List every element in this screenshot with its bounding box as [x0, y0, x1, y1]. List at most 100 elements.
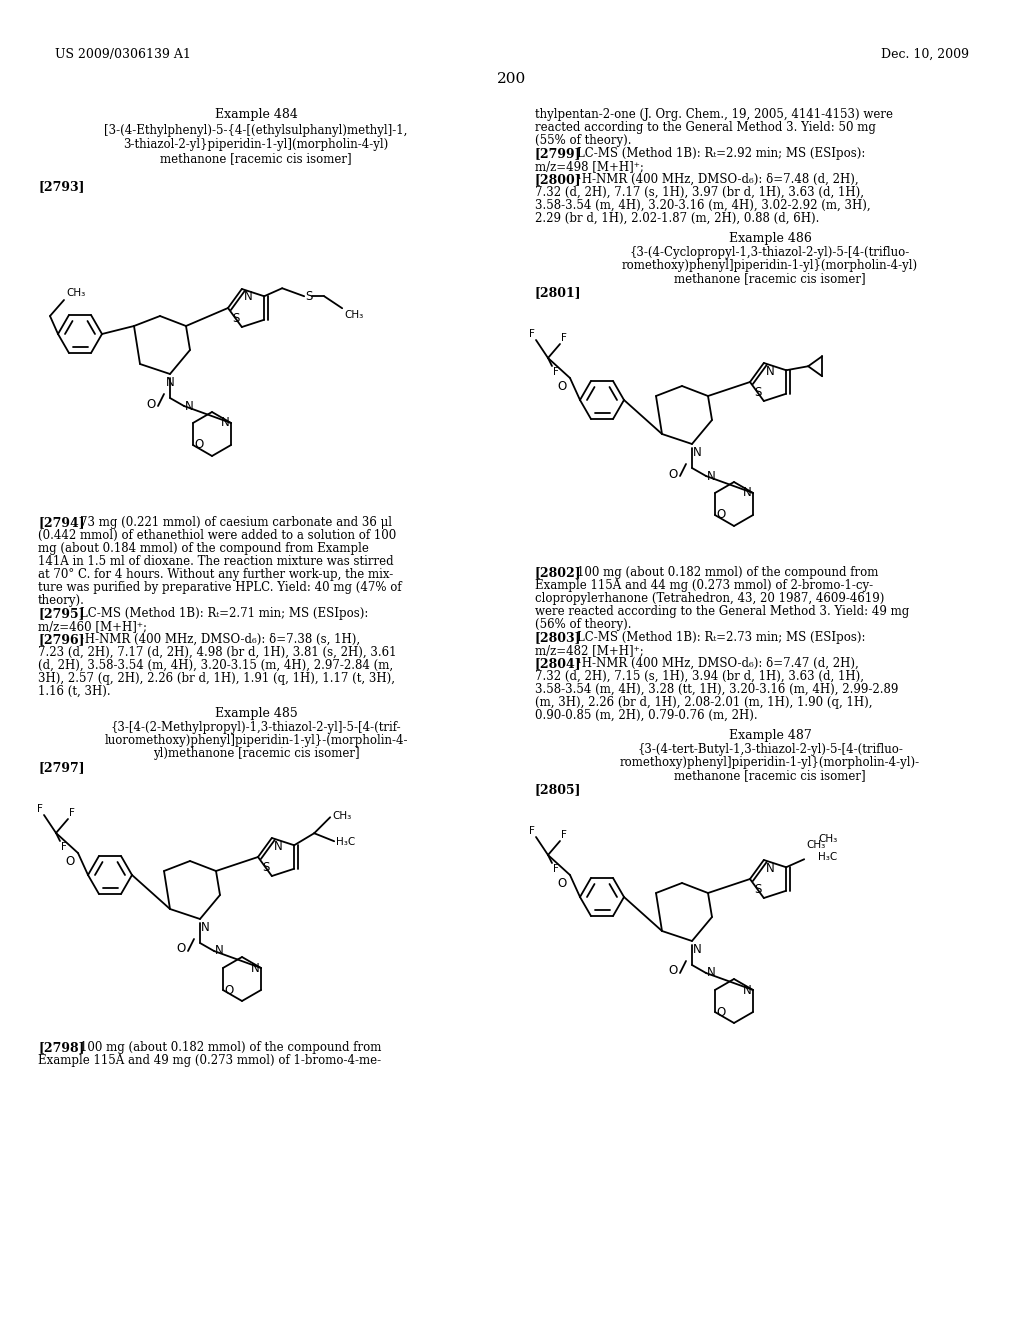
Text: CH₃: CH₃	[332, 812, 351, 821]
Text: N: N	[693, 446, 701, 459]
Text: O: O	[146, 397, 156, 411]
Text: N: N	[201, 921, 210, 935]
Text: yl)methanone [racemic cis isomer]: yl)methanone [racemic cis isomer]	[153, 747, 359, 760]
Text: ture was purified by preparative HPLC. Yield: 40 mg (47% of: ture was purified by preparative HPLC. Y…	[38, 581, 401, 594]
Text: romethoxy)phenyl]piperidin-1-yl}(morpholin-4-yl): romethoxy)phenyl]piperidin-1-yl}(morphol…	[622, 259, 919, 272]
Text: [2794]: [2794]	[38, 516, 85, 529]
Text: [2797]: [2797]	[38, 762, 85, 774]
Text: US 2009/0306139 A1: US 2009/0306139 A1	[55, 48, 190, 61]
Text: N: N	[707, 470, 716, 483]
Text: (m, 3H), 2.26 (br d, 1H), 2.08-2.01 (m, 1H), 1.90 (q, 1H),: (m, 3H), 2.26 (br d, 1H), 2.08-2.01 (m, …	[535, 696, 872, 709]
Text: N: N	[693, 942, 701, 956]
Text: [2799]: [2799]	[535, 147, 582, 160]
Text: S: S	[755, 385, 762, 399]
Text: theory).: theory).	[38, 594, 85, 607]
Text: O: O	[558, 876, 567, 890]
Text: CH₃: CH₃	[66, 288, 85, 298]
Text: [2803]: [2803]	[535, 631, 582, 644]
Text: F: F	[37, 804, 43, 814]
Text: 73 mg (0.221 mmol) of caesium carbonate and 36 μl: 73 mg (0.221 mmol) of caesium carbonate …	[80, 516, 392, 529]
Text: Example 487: Example 487	[729, 729, 811, 742]
Text: Example 485: Example 485	[215, 708, 297, 719]
Text: O: O	[224, 983, 233, 997]
Text: 7.32 (d, 2H), 7.17 (s, 1H), 3.97 (br d, 1H), 3.63 (d, 1H),: 7.32 (d, 2H), 7.17 (s, 1H), 3.97 (br d, …	[535, 186, 864, 199]
Text: 3.58-3.54 (m, 4H), 3.20-3.16 (m, 4H), 3.02-2.92 (m, 3H),: 3.58-3.54 (m, 4H), 3.20-3.16 (m, 4H), 3.…	[535, 199, 870, 213]
Text: [3-(4-Ethylphenyl)-5-{4-[(ethylsulphanyl)methyl]-1,: [3-(4-Ethylphenyl)-5-{4-[(ethylsulphanyl…	[104, 124, 408, 137]
Text: 7.23 (d, 2H), 7.17 (d, 2H), 4.98 (br d, 1H), 3.81 (s, 2H), 3.61: 7.23 (d, 2H), 7.17 (d, 2H), 4.98 (br d, …	[38, 645, 396, 659]
Text: (55% of theory).: (55% of theory).	[535, 135, 632, 147]
Text: LC-MS (Method 1B): Rₜ=2.73 min; MS (ESIpos):: LC-MS (Method 1B): Rₜ=2.73 min; MS (ESIp…	[577, 631, 865, 644]
Text: m/z=498 [M+H]⁺;: m/z=498 [M+H]⁺;	[535, 160, 644, 173]
Text: at 70° C. for 4 hours. Without any further work-up, the mix-: at 70° C. for 4 hours. Without any furth…	[38, 568, 393, 581]
Text: CH₃: CH₃	[806, 841, 825, 850]
Text: O: O	[194, 438, 203, 451]
Text: H₃C: H₃C	[818, 853, 838, 862]
Text: 200: 200	[498, 73, 526, 86]
Text: m/z=482 [M+H]⁺;: m/z=482 [M+H]⁺;	[535, 644, 644, 657]
Text: luoromethoxy)phenyl]piperidin-1-yl}-(morpholin-4-: luoromethoxy)phenyl]piperidin-1-yl}-(mor…	[104, 734, 408, 747]
Text: H₃C: H₃C	[336, 837, 355, 847]
Text: 3-thiazol-2-yl}piperidin-1-yl](morpholin-4-yl): 3-thiazol-2-yl}piperidin-1-yl](morpholin…	[123, 139, 389, 150]
Text: [2795]: [2795]	[38, 607, 85, 620]
Text: [2804]: [2804]	[535, 657, 582, 671]
Text: (d, 2H), 3.58-3.54 (m, 4H), 3.20-3.15 (m, 4H), 2.97-2.84 (m,: (d, 2H), 3.58-3.54 (m, 4H), 3.20-3.15 (m…	[38, 659, 393, 672]
Text: N: N	[185, 400, 194, 412]
Text: O: O	[558, 380, 567, 393]
Text: F: F	[561, 830, 567, 840]
Text: O: O	[177, 942, 186, 956]
Text: F: F	[553, 865, 559, 874]
Text: N: N	[166, 376, 174, 389]
Text: S: S	[755, 883, 762, 896]
Text: F: F	[529, 826, 535, 836]
Text: F: F	[553, 367, 559, 378]
Text: N: N	[215, 945, 224, 957]
Text: S: S	[232, 312, 240, 325]
Text: methanone [racemic cis isomer]: methanone [racemic cis isomer]	[674, 770, 866, 781]
Text: N: N	[766, 364, 774, 378]
Text: O: O	[716, 1006, 725, 1019]
Text: O: O	[716, 508, 725, 521]
Text: 0.90-0.85 (m, 2H), 0.79-0.76 (m, 2H).: 0.90-0.85 (m, 2H), 0.79-0.76 (m, 2H).	[535, 709, 758, 722]
Text: {3-(4-tert-Butyl-1,3-thiazol-2-yl)-5-[4-(trifluо-: {3-(4-tert-Butyl-1,3-thiazol-2-yl)-5-[4-…	[637, 743, 903, 756]
Text: {3-[4-(2-Methylpropyl)-1,3-thiazol-2-yl]-5-[4-(trif-: {3-[4-(2-Methylpropyl)-1,3-thiazol-2-yl]…	[111, 721, 401, 734]
Text: F: F	[561, 333, 567, 343]
Text: F: F	[61, 842, 67, 851]
Text: O: O	[66, 855, 75, 869]
Text: LC-MS (Method 1B): Rₜ=2.92 min; MS (ESIpos):: LC-MS (Method 1B): Rₜ=2.92 min; MS (ESIp…	[577, 147, 865, 160]
Text: [2805]: [2805]	[535, 783, 582, 796]
Text: F: F	[69, 808, 75, 818]
Text: S: S	[262, 861, 269, 874]
Text: N: N	[273, 840, 283, 853]
Text: Example 115A and 44 mg (0.273 mmol) of 2-bromo-1-cy-: Example 115A and 44 mg (0.273 mmol) of 2…	[535, 579, 873, 591]
Text: ¹H-NMR (400 MHz, DMSO-d₆): δ=7.48 (d, 2H),: ¹H-NMR (400 MHz, DMSO-d₆): δ=7.48 (d, 2H…	[577, 173, 859, 186]
Text: reacted according to the General Method 3. Yield: 50 mg: reacted according to the General Method …	[535, 121, 876, 135]
Text: 3.58-3.54 (m, 4H), 3.28 (tt, 1H), 3.20-3.16 (m, 4H), 2.99-2.89: 3.58-3.54 (m, 4H), 3.28 (tt, 1H), 3.20-3…	[535, 682, 898, 696]
Text: romethoxy)phenyl]piperidin-1-yl}(morpholin-4-yl)-: romethoxy)phenyl]piperidin-1-yl}(morphol…	[620, 756, 920, 770]
Text: N: N	[251, 961, 260, 974]
Text: (0.442 mmol) of ethanethiol were added to a solution of 100: (0.442 mmol) of ethanethiol were added t…	[38, 529, 396, 543]
Text: [2802]: [2802]	[535, 566, 582, 579]
Text: [2796]: [2796]	[38, 634, 85, 645]
Text: 3H), 2.57 (q, 2H), 2.26 (br d, 1H), 1.91 (q, 1H), 1.17 (t, 3H),: 3H), 2.57 (q, 2H), 2.26 (br d, 1H), 1.91…	[38, 672, 395, 685]
Text: {3-(4-Cyclopropyl-1,3-thiazol-2-yl)-5-[4-(trifluо-: {3-(4-Cyclopropyl-1,3-thiazol-2-yl)-5-[4…	[630, 246, 910, 259]
Text: N: N	[766, 862, 774, 875]
Text: O: O	[669, 467, 678, 480]
Text: N: N	[221, 417, 230, 429]
Text: S: S	[305, 290, 312, 302]
Text: 7.32 (d, 2H), 7.15 (s, 1H), 3.94 (br d, 1H), 3.63 (d, 1H),: 7.32 (d, 2H), 7.15 (s, 1H), 3.94 (br d, …	[535, 671, 864, 682]
Text: ¹H-NMR (400 MHz, DMSO-d₆): δ=7.47 (d, 2H),: ¹H-NMR (400 MHz, DMSO-d₆): δ=7.47 (d, 2H…	[577, 657, 859, 671]
Text: mg (about 0.184 mmol) of the compound from Example: mg (about 0.184 mmol) of the compound fr…	[38, 543, 369, 554]
Text: 100 mg (about 0.182 mmol) of the compound from: 100 mg (about 0.182 mmol) of the compoun…	[80, 1041, 381, 1053]
Text: [2793]: [2793]	[38, 180, 85, 193]
Text: N: N	[707, 966, 716, 979]
Text: 100 mg (about 0.182 mmol) of the compound from: 100 mg (about 0.182 mmol) of the compoun…	[577, 566, 879, 579]
Text: Example 484: Example 484	[215, 108, 297, 121]
Text: O: O	[669, 965, 678, 978]
Text: 1.16 (t, 3H).: 1.16 (t, 3H).	[38, 685, 111, 698]
Text: (56% of theory).: (56% of theory).	[535, 618, 632, 631]
Text: 141A in 1.5 ml of dioxane. The reaction mixture was stirred: 141A in 1.5 ml of dioxane. The reaction …	[38, 554, 393, 568]
Text: CH₃: CH₃	[344, 310, 364, 321]
Text: N: N	[743, 983, 752, 997]
Text: Dec. 10, 2009: Dec. 10, 2009	[881, 48, 969, 61]
Text: Example 486: Example 486	[728, 232, 811, 246]
